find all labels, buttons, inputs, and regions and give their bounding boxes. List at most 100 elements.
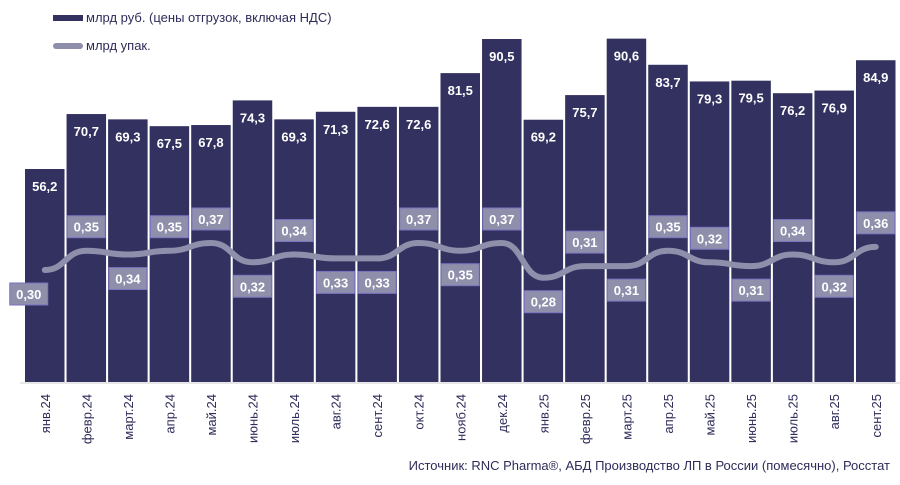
line-label-text: 0,33 xyxy=(323,275,348,290)
line-label-box xyxy=(233,274,272,298)
line-label-box xyxy=(149,215,189,239)
line-label: 0,34 xyxy=(108,267,148,291)
bar-label: 90,6 xyxy=(614,49,639,64)
line-label: 0,35 xyxy=(66,215,106,239)
line-label-text: 0,35 xyxy=(655,220,680,235)
line-label: 0,33 xyxy=(316,270,356,294)
bar-label: 84,9 xyxy=(863,70,888,85)
x-tick-label: апр.24 xyxy=(162,394,177,434)
x-tick-label: март.25 xyxy=(619,394,634,440)
line-label: 0,37 xyxy=(482,207,522,231)
line-label: 0,28 xyxy=(523,290,563,314)
line-label-box xyxy=(9,282,49,306)
x-tick-label: июнь.24 xyxy=(246,394,261,443)
line-label: 0,33 xyxy=(357,270,397,294)
line-label-box xyxy=(108,267,148,291)
line-label-box xyxy=(191,207,231,231)
bar-label: 76,9 xyxy=(822,101,847,116)
bar xyxy=(25,169,65,382)
line-label: 0,34 xyxy=(274,219,314,243)
bar-label: 70,7 xyxy=(74,124,99,139)
bar-label: 76,2 xyxy=(780,103,805,118)
line-label-text: 0,31 xyxy=(572,235,597,250)
bar-label: 79,3 xyxy=(697,91,722,106)
line-label-text: 0,35 xyxy=(74,220,99,235)
x-tick-label: февр.24 xyxy=(79,394,94,444)
bar xyxy=(191,125,231,383)
line-label-text: 0,32 xyxy=(822,279,847,294)
line-label-text: 0,37 xyxy=(198,212,223,227)
line-label-text: 0,34 xyxy=(115,272,141,287)
bar xyxy=(108,119,148,382)
x-tick-label: июль.25 xyxy=(786,394,801,443)
x-tick-label: окт.24 xyxy=(412,394,427,430)
line-series xyxy=(41,239,879,281)
line-label-box xyxy=(316,270,356,294)
line-label: 0,30 xyxy=(9,282,49,306)
bar-label: 56,2 xyxy=(32,179,57,194)
line-label: 0,31 xyxy=(565,230,605,254)
legend-item-pack: млрд упак. xyxy=(53,38,151,53)
legend-label-pack: млрд упак. xyxy=(86,38,151,53)
line-label-box xyxy=(66,215,106,239)
line-label-text: 0,34 xyxy=(281,224,307,239)
x-tick-label: май.25 xyxy=(703,394,718,436)
line-label: 0,34 xyxy=(773,219,813,243)
line-label-box xyxy=(274,219,314,243)
bar-label: 71,3 xyxy=(323,122,348,137)
bar xyxy=(357,106,397,382)
line-label-text: 0,32 xyxy=(240,279,265,294)
bar-label: 79,5 xyxy=(738,91,763,106)
line-label-box xyxy=(523,290,563,314)
bar-label: 69,3 xyxy=(281,129,306,144)
bar-label: 67,5 xyxy=(157,136,182,151)
bar-label: 72,6 xyxy=(364,117,389,132)
x-tick-label: февр.25 xyxy=(578,394,593,444)
line-label: 0,35 xyxy=(440,263,480,287)
line-label-box xyxy=(399,207,439,231)
line-label-text: 0,36 xyxy=(863,216,888,231)
line-label: 0,37 xyxy=(399,207,439,231)
bar xyxy=(814,90,854,382)
x-tick-label: дек.24 xyxy=(495,394,510,433)
line-label: 0,32 xyxy=(690,226,730,250)
line-label-box xyxy=(814,274,854,298)
x-tick-label: июнь.25 xyxy=(744,394,759,443)
bar xyxy=(232,100,273,382)
x-tick-label: май.24 xyxy=(204,394,219,436)
x-tick-label: сент.24 xyxy=(370,394,385,438)
line-label-text: 0,35 xyxy=(157,220,182,235)
x-tick-label: март.24 xyxy=(121,394,136,440)
x-tick-label: апр.25 xyxy=(661,394,676,434)
bar xyxy=(606,38,647,382)
line-label-text: 0,35 xyxy=(448,268,473,283)
line-label-box xyxy=(690,226,730,250)
bar-label: 83,7 xyxy=(655,75,680,90)
line-label-box xyxy=(731,278,771,302)
x-tick-label: авг.24 xyxy=(329,394,344,429)
line-label-text: 0,37 xyxy=(406,212,431,227)
bar xyxy=(731,80,771,382)
line-label: 0,35 xyxy=(648,215,688,239)
legend-item-rub: млрд руб. (цены отгрузок, включая НДС) xyxy=(53,10,332,25)
bar xyxy=(523,119,564,383)
line-label-text: 0,37 xyxy=(489,212,514,227)
bar xyxy=(315,111,356,382)
line-label: 0,32 xyxy=(233,274,272,298)
bar-label: 67,8 xyxy=(198,135,223,150)
x-tick-label: авг.25 xyxy=(827,394,842,429)
line-label-text: 0,31 xyxy=(614,283,639,298)
source-note: Источник: RNC Pharma®, АБД Производство … xyxy=(408,458,890,473)
legend-label-rub: млрд руб. (цены отгрузок, включая НДС) xyxy=(86,10,332,25)
bar-label: 90,5 xyxy=(489,49,514,64)
line-label: 0,31 xyxy=(731,278,771,302)
line-label-box xyxy=(565,230,605,254)
x-tick-label: сент.25 xyxy=(869,394,884,438)
line-label-text: 0,30 xyxy=(16,287,41,302)
bar xyxy=(440,73,480,383)
x-tick-label: нояб.24 xyxy=(453,394,468,441)
line-label-text: 0,31 xyxy=(738,283,763,298)
legend-swatch-line xyxy=(53,42,83,49)
line-label-box xyxy=(606,278,646,302)
